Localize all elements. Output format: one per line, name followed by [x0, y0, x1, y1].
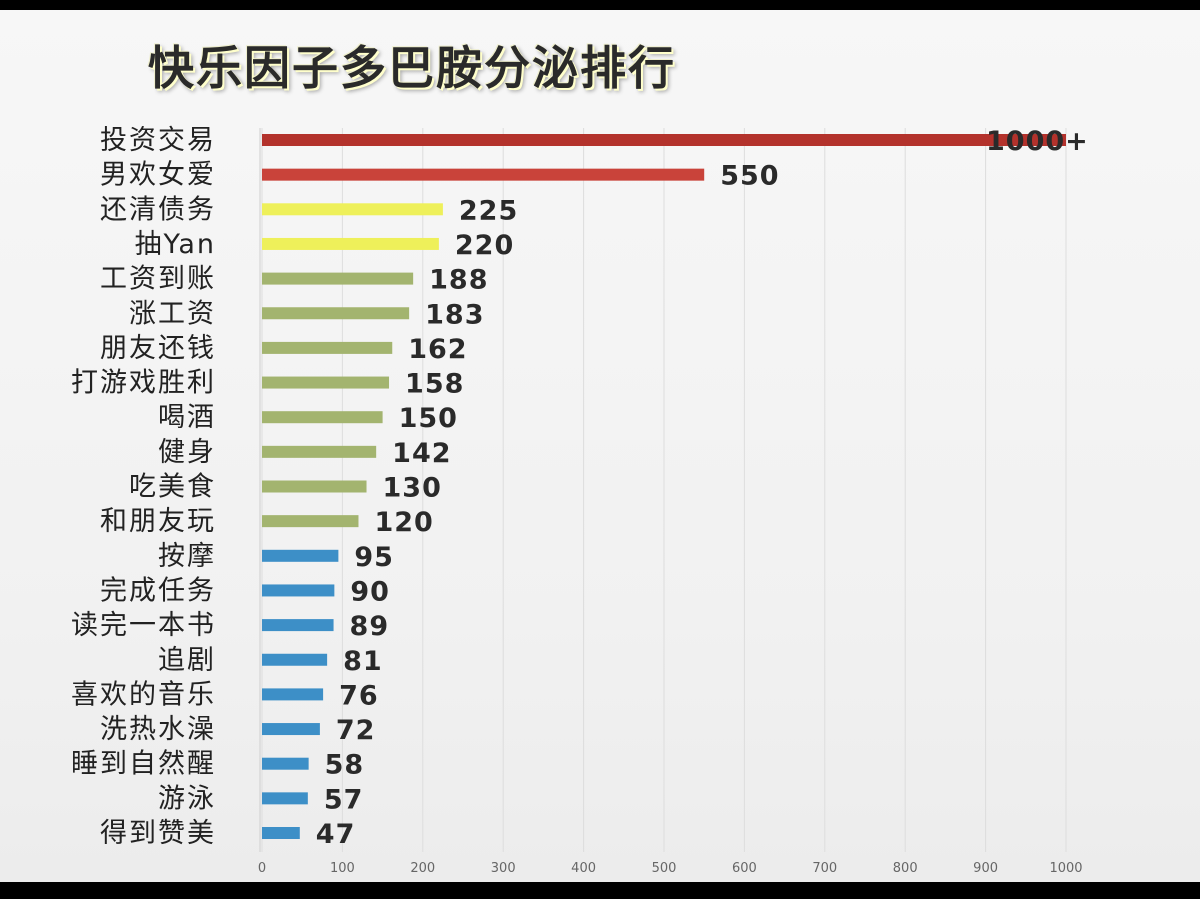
data-label: 120 [374, 507, 433, 538]
bar [262, 515, 359, 528]
data-label: 47 [316, 819, 356, 850]
data-label: 188 [429, 265, 488, 296]
x-tick-label: 500 [652, 861, 677, 876]
x-tick-label: 300 [491, 861, 516, 876]
x-tick-label: 800 [893, 861, 918, 876]
category-label: 得到赞美 [100, 818, 216, 849]
x-tick-label: 900 [973, 861, 998, 876]
data-label: 76 [339, 680, 379, 711]
bar [262, 203, 443, 216]
bar [262, 307, 410, 320]
category-label: 男欢女爱 [100, 160, 216, 191]
category-label: 喜欢的音乐 [71, 679, 216, 710]
data-label: 150 [399, 403, 458, 434]
data-label: 225 [459, 195, 518, 226]
category-label: 工资到账 [100, 264, 216, 295]
category-label: 洗热水澡 [100, 714, 216, 745]
data-label: 95 [354, 542, 394, 573]
category-label: 打游戏胜利 [71, 368, 216, 399]
category-label: 投资交易 [100, 125, 216, 156]
data-label: 162 [408, 334, 467, 365]
category-label: 和朋友玩 [100, 506, 216, 537]
bar [262, 653, 328, 666]
data-label: 158 [405, 369, 464, 400]
x-tick-label: 200 [410, 861, 435, 876]
category-label: 健身 [158, 437, 216, 468]
category-label: 朋友还钱 [100, 333, 216, 364]
category-label: 睡到自然醒 [71, 749, 216, 780]
bar [262, 341, 393, 354]
data-label: 130 [383, 473, 442, 504]
bar [262, 723, 320, 736]
data-label: 58 [325, 750, 365, 781]
x-tick-label: 700 [812, 861, 837, 876]
data-label: 57 [324, 784, 364, 815]
x-tick-label: 600 [732, 861, 757, 876]
bar [262, 584, 335, 597]
bar [262, 411, 383, 424]
data-label: 72 [336, 715, 376, 746]
bar [262, 549, 339, 562]
category-label: 还清债务 [100, 194, 216, 225]
category-label: 读完一本书 [71, 610, 216, 641]
bar [262, 376, 390, 389]
category-label: 喝酒 [158, 402, 216, 433]
category-label: 按摩 [158, 541, 216, 572]
bar [262, 272, 414, 285]
bar [262, 445, 377, 458]
data-label: 89 [350, 611, 390, 642]
category-label: 完成任务 [100, 575, 216, 606]
bar [262, 827, 300, 839]
bar [262, 168, 705, 181]
category-label: 抽Yan [135, 229, 216, 260]
bar [262, 480, 367, 493]
data-label: 1000+ [986, 126, 1089, 157]
data-label: 90 [350, 576, 390, 607]
category-label: 吃美食 [129, 472, 216, 503]
bar [262, 792, 308, 805]
category-label: 涨工资 [129, 298, 216, 329]
data-label: 220 [455, 230, 514, 261]
gridlines [261, 128, 1067, 852]
bar [262, 688, 324, 701]
data-label: 142 [392, 438, 451, 469]
category-label: 游泳 [158, 783, 216, 814]
data-label: 81 [343, 646, 383, 677]
chart-title: 快乐因子多巴胺分泌排行 [148, 41, 676, 95]
bar [262, 134, 1066, 146]
bar [262, 757, 309, 770]
data-label: 183 [425, 299, 484, 330]
bar [262, 619, 334, 632]
x-tick-label: 400 [571, 861, 596, 876]
data-label: 550 [720, 161, 779, 192]
category-label: 追剧 [158, 645, 216, 676]
bar [262, 237, 439, 250]
chart-frame: 快乐因子多巴胺分泌排行 [0, 10, 1200, 882]
x-tick-label: 1000 [1049, 861, 1082, 876]
x-tick-label: 100 [330, 861, 355, 876]
x-tick-label: 0 [258, 861, 266, 876]
